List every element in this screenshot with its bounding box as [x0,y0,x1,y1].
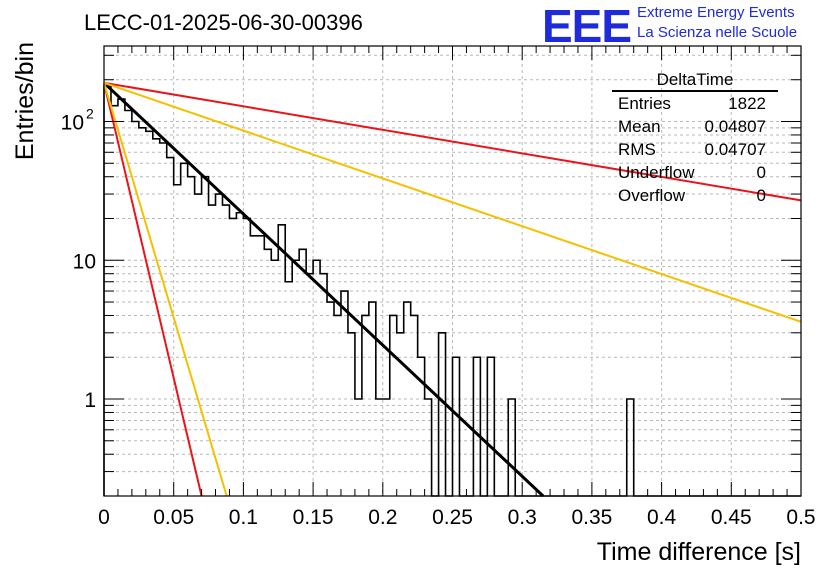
x-tick-label: 0.5 [786,506,815,529]
stats-value: 0.04707 [704,140,766,159]
fit-curve-2 [103,81,802,202]
x-tick-label: 0.15 [293,506,334,529]
y-axis-label: Entries/bin [11,42,39,160]
stats-value: 1822 [728,94,766,113]
run-title: LECC-01-2025-06-30-00396 [84,10,363,35]
x-tick-label: 0.4 [647,506,677,529]
y-tick-label: 10 [73,250,96,273]
logo-line-2: La Scienza nelle Scuole [637,24,798,41]
logo-line-1: Extreme Energy Events [637,4,795,21]
stats-label: RMS [618,140,656,159]
stats-value: 0.04807 [704,117,766,136]
fit-curve-3 [103,82,203,497]
stats-label: Overflow [618,186,686,205]
x-tick-label: 0.05 [153,506,194,529]
stats-title: DeltaTime [612,70,778,92]
fit-curve-4 [103,81,802,323]
x-tick-label: 0 [98,506,110,529]
stats-row-rms: RMS 0.04707 [612,138,778,161]
x-tick-label: 0.35 [571,506,612,529]
stats-label: Entries [618,94,671,113]
y-tick-label: 10 [61,111,84,134]
x-axis-label: Time difference [s] [597,538,801,566]
histogram-steps [103,85,801,497]
stats-box: DeltaTime Entries 1822 Mean 0.04807 RMS … [612,70,778,207]
stats-row-overflow: Overflow 0 [612,184,778,207]
stats-row-entries: Entries 1822 [612,92,778,115]
x-tick-label: 0.2 [368,506,397,529]
eee-logo: EEE [542,0,632,52]
x-tick-label: 0.1 [229,506,258,529]
fit-curve-1 [102,81,545,498]
x-tick-label: 0.45 [711,506,752,529]
x-tick-label: 0.3 [508,506,537,529]
x-tick-label: 0.25 [432,506,473,529]
y-tick-exponent: 2 [86,105,94,121]
stats-label: Mean [618,117,661,136]
y-tick-label: 1 [84,389,96,412]
stats-value: 0 [756,186,766,205]
stats-value: 0 [756,163,766,182]
stats-label: Underflow [618,163,695,182]
stats-row-mean: Mean 0.04807 [612,115,778,138]
stats-row-underflow: Underflow 0 [612,161,778,184]
fit-curve-5 [103,82,228,497]
